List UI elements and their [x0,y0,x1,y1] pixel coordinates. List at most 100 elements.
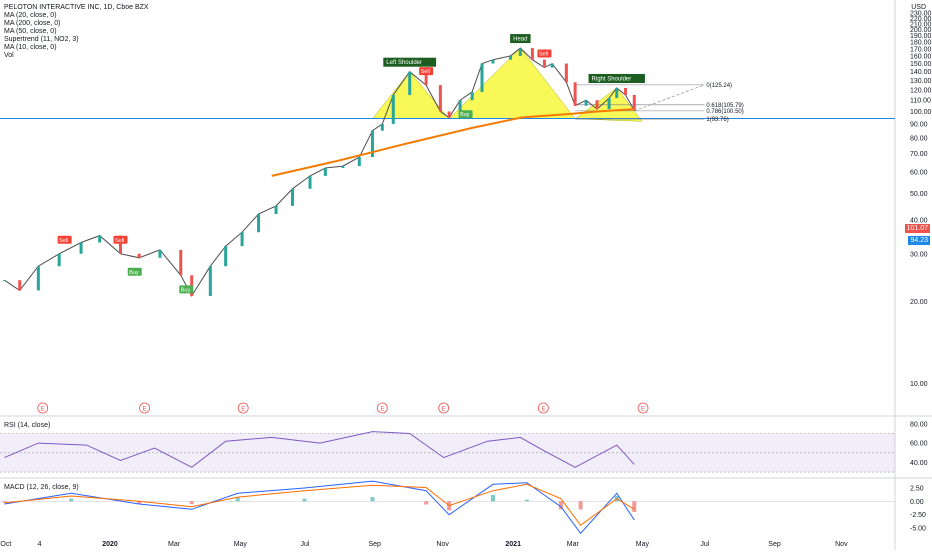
macd-tick-label: 0.00 [910,499,924,506]
candle [595,100,599,110]
fib-level-label: 0.786(100.50) [706,109,743,115]
y-tick-label: 100.00 [910,109,932,116]
rsi-tick-label: 60.00 [910,441,928,448]
y-tick-label: 130.00 [910,78,932,85]
sell-signal [113,235,128,244]
indicator-legend: PELOTON INTERACTIVE INC, 1D, Cboe BZX MA… [4,4,149,60]
rsi-tick-label: 80.00 [910,421,928,428]
earnings-marker [637,402,649,414]
currency-label[interactable]: USD [911,4,926,11]
x-tick-label: Jul [700,541,709,548]
macd-histogram-bar [578,501,583,510]
macd-histogram-bar [302,498,307,502]
sell-signal [419,67,434,76]
chart-title[interactable]: PELOTON INTERACTIVE INC, 1D, Cboe BZX [4,4,149,11]
candle [137,253,141,258]
hline-price-badge: 94.23 [908,236,930,245]
macd-histogram-bar [632,501,637,512]
rsi-line [4,431,635,468]
y-tick-label: 180.00 [910,40,932,47]
x-tick-label: Nov [835,541,848,548]
candle [57,253,61,267]
indicator-vol[interactable]: Vol [4,52,14,59]
candle [632,94,636,111]
y-tick-label: 10.00 [910,381,928,388]
buy-signal [127,267,142,276]
indicator-ma50[interactable]: MA (50, close, 0) [4,28,57,35]
candle [530,48,534,60]
earnings-marker [376,402,388,414]
y-tick-label: 200.00 [910,27,932,34]
pattern-annotation-label: Right Shoulder [592,76,632,82]
candle [508,55,512,60]
x-tick-label: Mar [567,541,580,548]
macd-histogram-bar [370,497,375,502]
candle [615,87,619,99]
candle [518,48,522,56]
y-tick-label: 210.00 [910,21,932,28]
indicator-supertrend[interactable]: Supertrend (11, NO2, 3) [4,36,79,43]
x-tick-label: Sep [768,541,781,548]
y-tick-label: 140.00 [910,69,932,76]
macd-tick-label: 2.50 [910,486,924,493]
candle [2,280,6,282]
earnings-marker [537,402,549,414]
y-tick-label: 30.00 [910,251,928,258]
candle [550,63,554,68]
rsi-label[interactable]: RSI (14, close) [4,422,51,429]
earnings-marker [37,402,49,414]
macd-histogram-bar [189,501,194,504]
earnings-label: E [241,407,245,413]
indicator-ma10[interactable]: MA (10, close, 0) [4,44,57,51]
indicator-ma20[interactable]: MA (20, close, 0) [4,12,57,19]
y-tick-label: 40.00 [910,217,928,224]
y-tick-label: 20.00 [910,299,928,306]
y-tick-label: 50.00 [910,191,928,198]
candle [357,157,361,167]
macd-histogram-bar [137,501,142,504]
candle [491,59,495,64]
pattern-annotation-label: Left Shoulder [386,60,422,66]
indicator-ma200[interactable]: MA (200, close, 0) [4,20,61,27]
last-price-badge: 101.07 [904,224,930,233]
candle [624,87,628,95]
y-tick-label: 90.00 [910,121,928,128]
macd-label[interactable]: MACD (12, 26, close, 9) [4,484,79,491]
signal-label: Sell [59,238,68,244]
pattern-annotation-box [588,73,645,83]
fib-level-label: 0.618(105.79) [706,103,743,109]
pattern-annotation-label: Head [513,37,527,43]
candle [290,188,294,206]
buy-signal [179,285,194,294]
candle [257,214,261,233]
signal-label: Sell [539,52,548,58]
sell-signal [57,235,72,244]
pattern-annotation-box [510,34,531,44]
candle [584,100,588,106]
signal-line [4,483,635,526]
x-tick-label: 2020 [102,541,118,548]
macd-line [4,480,635,535]
signal-label: Buy [460,112,470,118]
y-tick-label: 190.00 [910,33,932,40]
fib-level-label: 1(93.76) [706,117,728,123]
price-line [4,47,635,297]
x-tick-label: Sep [368,541,381,548]
signal-label: Buy [181,287,191,293]
candle [607,98,611,110]
earnings-label: E [41,407,45,413]
signal-label: Sell [115,238,124,244]
ma200-line [271,108,635,177]
y-tick-label: 230.00 [910,11,932,18]
earnings-label: E [641,407,645,413]
candle [323,167,327,176]
rsi-tick-label: 40.00 [910,460,928,467]
candle [470,91,474,101]
macd-histogram-bar [69,498,74,502]
x-tick-label: May [234,541,248,548]
macd-histogram-bar [524,499,529,502]
x-tick-label: 4 [38,541,42,548]
pattern-annotation-box [383,57,437,67]
candle [480,63,484,92]
